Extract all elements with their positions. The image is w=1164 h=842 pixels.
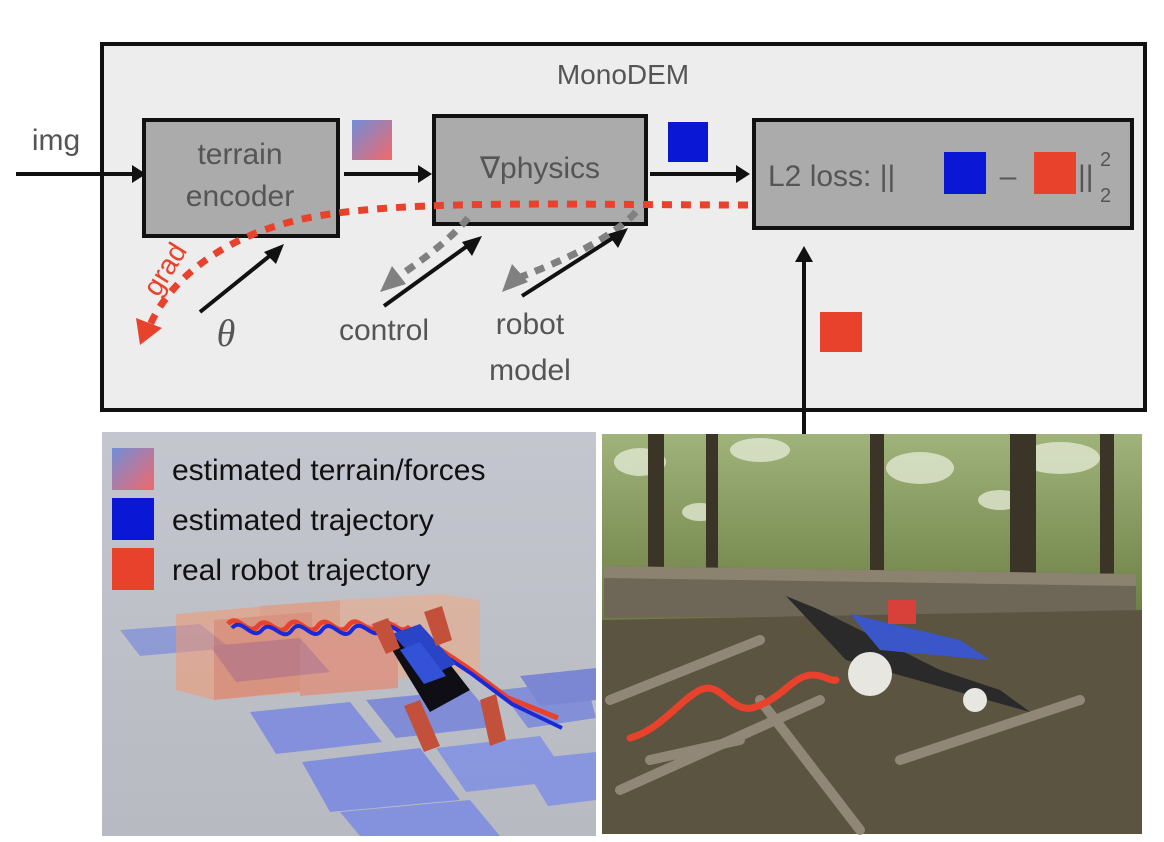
loss-sup: 2 [1100, 149, 1111, 171]
legend-terrain-label: estimated terrain/forces [172, 454, 485, 487]
theta-arrow [198, 252, 274, 314]
robot-model-arrow [520, 234, 618, 298]
physics-label: ∇physics [479, 152, 600, 185]
theta-label: θ [217, 313, 236, 355]
input-arrow-head [132, 165, 146, 183]
robot-photo [602, 434, 1142, 835]
loss-sub: 2 [1100, 185, 1111, 207]
loss-suffix: || [1078, 160, 1094, 193]
legend-terrain-swatch [112, 448, 154, 490]
encoder-label-line2: encoder [186, 180, 294, 213]
input-label: img [32, 124, 80, 157]
grad-dotted-curve [146, 200, 749, 327]
control-arrow [382, 242, 472, 308]
real-trajectory-swatch-mid [820, 312, 862, 352]
grad-arrow-head [136, 318, 162, 345]
loss-prefix: L2 loss: || [768, 160, 895, 193]
legend-estimated-label: estimated trajectory [172, 504, 434, 537]
legend-estimated-swatch [112, 498, 154, 540]
simulation-render [102, 432, 596, 836]
legend-real-label: real robot trajectory [172, 554, 430, 587]
encoder-label-line1: terrain [197, 138, 282, 171]
robot-model-line2: model [489, 354, 571, 387]
estimated-trajectory-swatch-top [668, 122, 708, 162]
loss-real-swatch [1034, 152, 1076, 194]
control-label: control [339, 314, 429, 347]
control-gray-dotted [394, 215, 471, 281]
robot-model-line1: robot [496, 308, 565, 341]
diagram-title: MonoDEM [557, 59, 689, 90]
loss-minus: – [1000, 160, 1017, 193]
estimated-terrain-swatch-top [352, 120, 392, 160]
loss-estimated-swatch [944, 152, 986, 194]
legend-real-swatch [112, 548, 154, 590]
